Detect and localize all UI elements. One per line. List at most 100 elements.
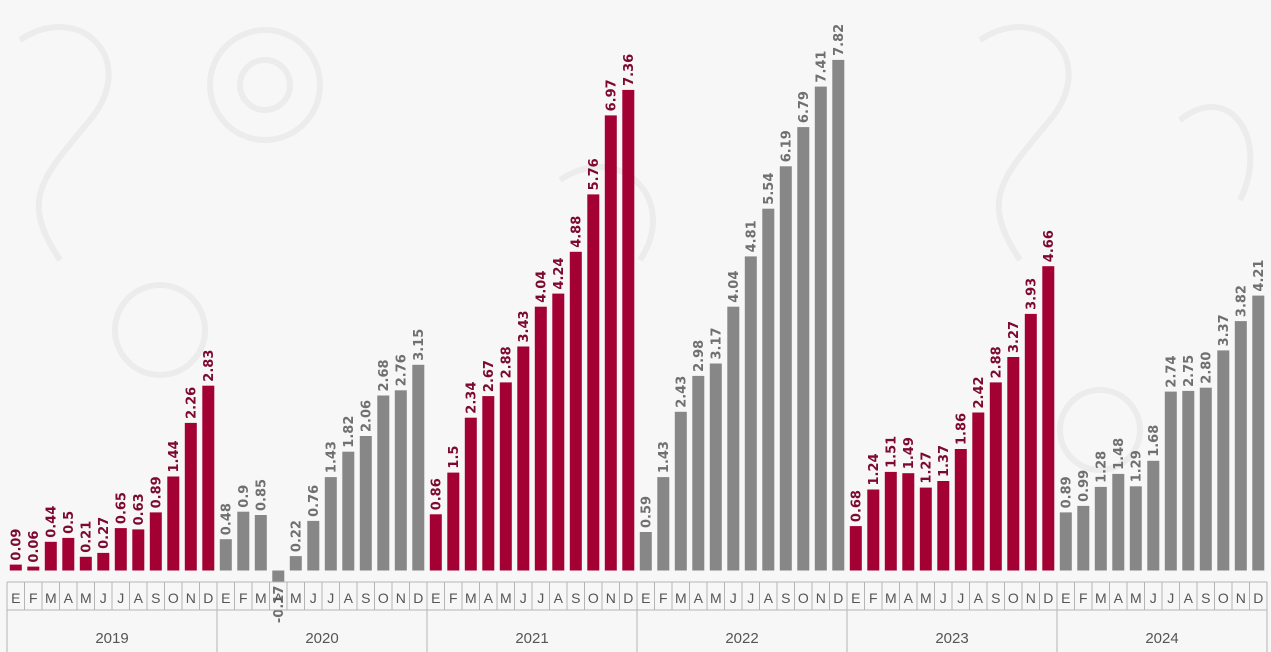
bar-2020-9	[359, 436, 372, 571]
month-label: S	[151, 590, 160, 606]
value-label-2024-1: 0.89	[1059, 476, 1074, 508]
value-label-2024-4: 1.48	[1112, 438, 1127, 470]
month-label: S	[991, 590, 1000, 606]
month-label: D	[1043, 590, 1053, 606]
bar-2019-10	[167, 476, 180, 571]
value-label-2022-8: 5.54	[762, 173, 777, 205]
month-label: J	[117, 590, 124, 606]
value-label-2021-8: 4.24	[552, 258, 567, 290]
bar-2019-7	[114, 528, 127, 571]
value-label-2019-11: 2.26	[184, 387, 199, 419]
bar-2024-2	[1077, 505, 1090, 571]
month-label: F	[449, 590, 458, 606]
bar-2019-9	[149, 512, 162, 571]
bar-2024-11	[1234, 321, 1247, 571]
value-label-2019-4: 0.5	[62, 511, 77, 534]
value-label-2021-12: 7.36	[622, 54, 637, 86]
month-label: O	[378, 590, 389, 606]
value-label-2021-9: 4.88	[569, 216, 584, 248]
value-label-2019-10: 1.44	[167, 440, 182, 472]
value-label-2023-9: 2.88	[989, 346, 1004, 378]
value-label-2023-6: 1.37	[937, 445, 952, 477]
month-label: A	[694, 590, 704, 606]
value-label-2019-3: 0.44	[44, 506, 59, 538]
value-label-2022-11: 7.41	[814, 51, 829, 83]
value-label-2020-7: 1.43	[324, 441, 339, 473]
month-label: N	[1236, 590, 1246, 606]
bar-2019-5	[79, 556, 92, 571]
month-label: A	[274, 590, 284, 606]
bar-2020-7	[324, 477, 337, 571]
bar-2021-6	[517, 346, 530, 571]
value-label-2024-7: 2.74	[1164, 356, 1179, 388]
month-label: D	[203, 590, 213, 606]
value-label-2023-11: 3.93	[1024, 278, 1039, 310]
bar-2023-8	[972, 412, 985, 571]
value-label-2022-9: 6.19	[779, 130, 794, 162]
month-label: J	[100, 590, 107, 606]
bar-2019-8	[132, 529, 145, 571]
bar-2021-12	[622, 89, 635, 571]
month-label: O	[798, 590, 809, 606]
month-label: S	[781, 590, 790, 606]
month-label: F	[239, 590, 248, 606]
bar-2022-8	[762, 208, 775, 571]
value-label-2020-6: 0.76	[307, 485, 322, 517]
value-label-2022-5: 3.17	[709, 327, 724, 359]
bar-2019-4	[62, 537, 75, 571]
value-label-2020-5: 0.22	[289, 520, 304, 552]
bar-2019-12	[202, 385, 215, 571]
bar-2020-10	[377, 395, 390, 571]
value-label-2024-3: 1.28	[1094, 451, 1109, 483]
bar-2022-2	[657, 477, 670, 571]
month-label: A	[484, 590, 494, 606]
bar-2020-4	[272, 570, 285, 582]
bar-2021-11	[604, 115, 617, 571]
month-label: M	[80, 590, 92, 606]
bar-2024-10	[1217, 350, 1230, 571]
value-label-2021-4: 2.67	[482, 360, 497, 392]
value-label-2021-10: 5.76	[587, 158, 602, 190]
bar-2024-4	[1112, 473, 1125, 571]
month-label: J	[537, 590, 544, 606]
value-label-2019-5: 0.21	[79, 521, 94, 553]
value-label-2022-7: 4.81	[744, 220, 759, 252]
month-label: S	[571, 590, 580, 606]
bar-2023-2	[867, 489, 880, 571]
bar-2022-1	[639, 532, 652, 571]
value-label-2024-11: 3.82	[1234, 285, 1249, 317]
month-label: M	[920, 590, 932, 606]
month-label: J	[520, 590, 527, 606]
bar-2020-6	[307, 520, 320, 571]
bar-2019-6	[97, 552, 110, 571]
bar-2021-9	[569, 251, 582, 571]
value-label-2024-10: 3.37	[1217, 314, 1232, 346]
month-label: A	[1184, 590, 1194, 606]
month-label: M	[1095, 590, 1107, 606]
month-label: M	[885, 590, 897, 606]
bar-2023-6	[937, 481, 950, 571]
value-label-2020-10: 2.68	[377, 359, 392, 391]
value-label-2024-8: 2.75	[1182, 355, 1197, 387]
value-label-2021-1: 0.86	[429, 478, 444, 510]
bar-2022-4	[692, 375, 705, 571]
month-label: O	[168, 590, 179, 606]
month-label: E	[851, 590, 860, 606]
bar-2022-9	[779, 166, 792, 571]
value-label-2021-6: 3.43	[517, 310, 532, 342]
month-label: D	[833, 590, 843, 606]
bar-2019-2	[27, 566, 40, 571]
bar-2019-3	[44, 541, 57, 571]
month-label: S	[1201, 590, 1210, 606]
value-label-2020-2: 0.9	[237, 485, 252, 508]
year-label-2024: 2024	[1145, 630, 1178, 647]
value-label-2022-12: 7.82	[832, 24, 847, 56]
month-label: J	[747, 590, 754, 606]
month-label: M	[255, 590, 267, 606]
month-label: J	[327, 590, 334, 606]
month-label: E	[641, 590, 650, 606]
bar-2023-1	[849, 526, 862, 571]
value-label-2023-3: 1.51	[884, 436, 899, 468]
value-label-2023-12: 4.66	[1042, 230, 1057, 262]
